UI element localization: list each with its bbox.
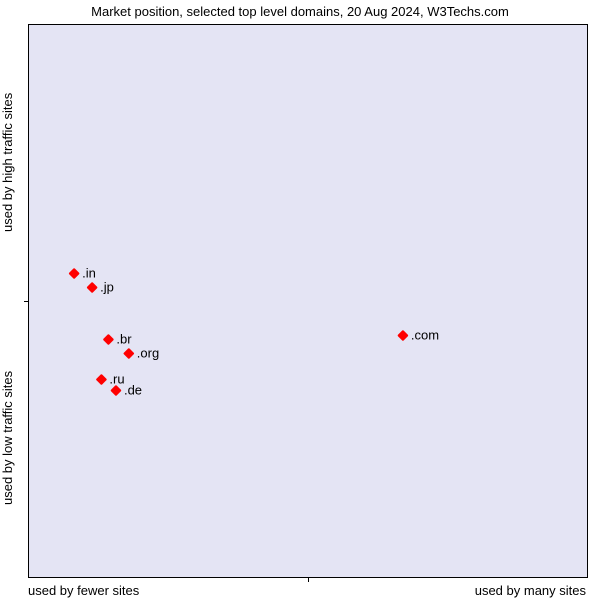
x-tick-mid <box>308 577 309 582</box>
scatter-chart: Market position, selected top level doma… <box>0 0 600 600</box>
diamond-marker-icon <box>86 281 97 292</box>
diamond-marker-icon <box>68 267 79 278</box>
diamond-marker-icon <box>397 329 408 340</box>
data-point: .jp <box>88 280 114 295</box>
diamond-marker-icon <box>103 333 114 344</box>
data-point: .com <box>399 328 439 343</box>
point-label: .jp <box>100 280 114 295</box>
point-label: .de <box>124 383 142 398</box>
y-tick-mid <box>24 301 29 302</box>
data-point: .in <box>70 266 96 281</box>
y-axis-label-top: used by high traffic sites <box>0 24 24 300</box>
point-label: .org <box>137 346 159 361</box>
diamond-marker-icon <box>96 373 107 384</box>
plot-area: .in.jp.br.org.ru.de.com <box>28 24 588 578</box>
data-point: .br <box>104 332 131 347</box>
x-axis-label-left: used by fewer sites <box>28 583 139 598</box>
diamond-marker-icon <box>110 384 121 395</box>
point-label: .com <box>411 328 439 343</box>
y-axis-label-bottom: used by low traffic sites <box>0 300 24 576</box>
x-axis-label-right: used by many sites <box>475 583 586 598</box>
data-point: .de <box>112 383 142 398</box>
diamond-marker-icon <box>123 347 134 358</box>
chart-title: Market position, selected top level doma… <box>0 4 600 19</box>
data-point: .org <box>125 346 159 361</box>
point-label: .br <box>116 332 131 347</box>
point-label: .in <box>82 266 96 281</box>
